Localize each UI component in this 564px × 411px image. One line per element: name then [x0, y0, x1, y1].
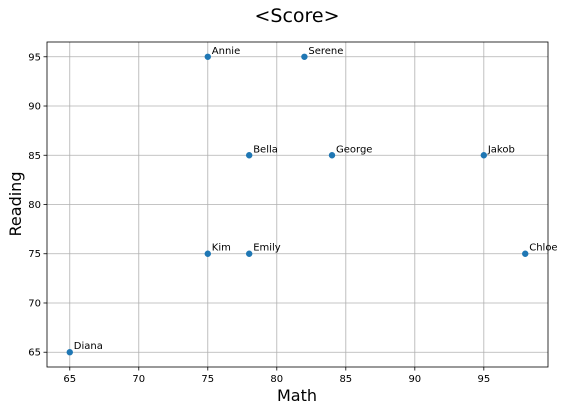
x-tick-label: 80	[270, 374, 283, 385]
y-tick-label: 80	[28, 200, 41, 211]
y-tick-label: 75	[28, 249, 41, 260]
point-label: Annie	[212, 46, 240, 57]
x-tick-label: 65	[63, 374, 76, 385]
axis-ticks: 65 70 75 80 85 90 95 65 70 75 80 85 90 95	[28, 52, 490, 385]
y-tick-label: 85	[28, 151, 41, 162]
data-point	[66, 349, 73, 356]
x-tick-label: 90	[408, 374, 421, 385]
x-tick-label: 75	[201, 374, 214, 385]
point-label: Jakob	[487, 144, 515, 155]
point-label: Bella	[253, 144, 278, 155]
data-point	[301, 53, 308, 60]
data-point	[522, 250, 529, 257]
point-label: Chloe	[529, 243, 557, 254]
y-axis-label: Reading	[6, 172, 25, 237]
x-tick-label: 95	[477, 374, 490, 385]
point-label: George	[336, 144, 372, 155]
point-label: Emily	[253, 243, 281, 254]
point-label: Diana	[74, 341, 103, 352]
y-tick-label: 65	[28, 348, 41, 359]
x-axis-label: Math	[277, 386, 317, 405]
point-label: Kim	[212, 243, 231, 254]
data-points: Annie Serene Bella George Jakob Kim Emily Chloe…	[66, 46, 558, 356]
x-tick-label: 85	[339, 374, 352, 385]
grid	[47, 42, 548, 367]
chart-title: <Score>	[254, 5, 339, 27]
y-tick-label: 90	[28, 102, 41, 113]
data-point	[204, 250, 211, 257]
data-point	[204, 53, 211, 60]
point-label: Serene	[308, 46, 343, 57]
data-point	[328, 152, 336, 159]
y-tick-label: 70	[28, 298, 41, 309]
data-point	[245, 152, 253, 159]
data-point	[245, 250, 253, 257]
y-tick-label: 95	[28, 52, 41, 63]
x-tick-label: 70	[132, 374, 145, 385]
data-point	[480, 152, 488, 159]
